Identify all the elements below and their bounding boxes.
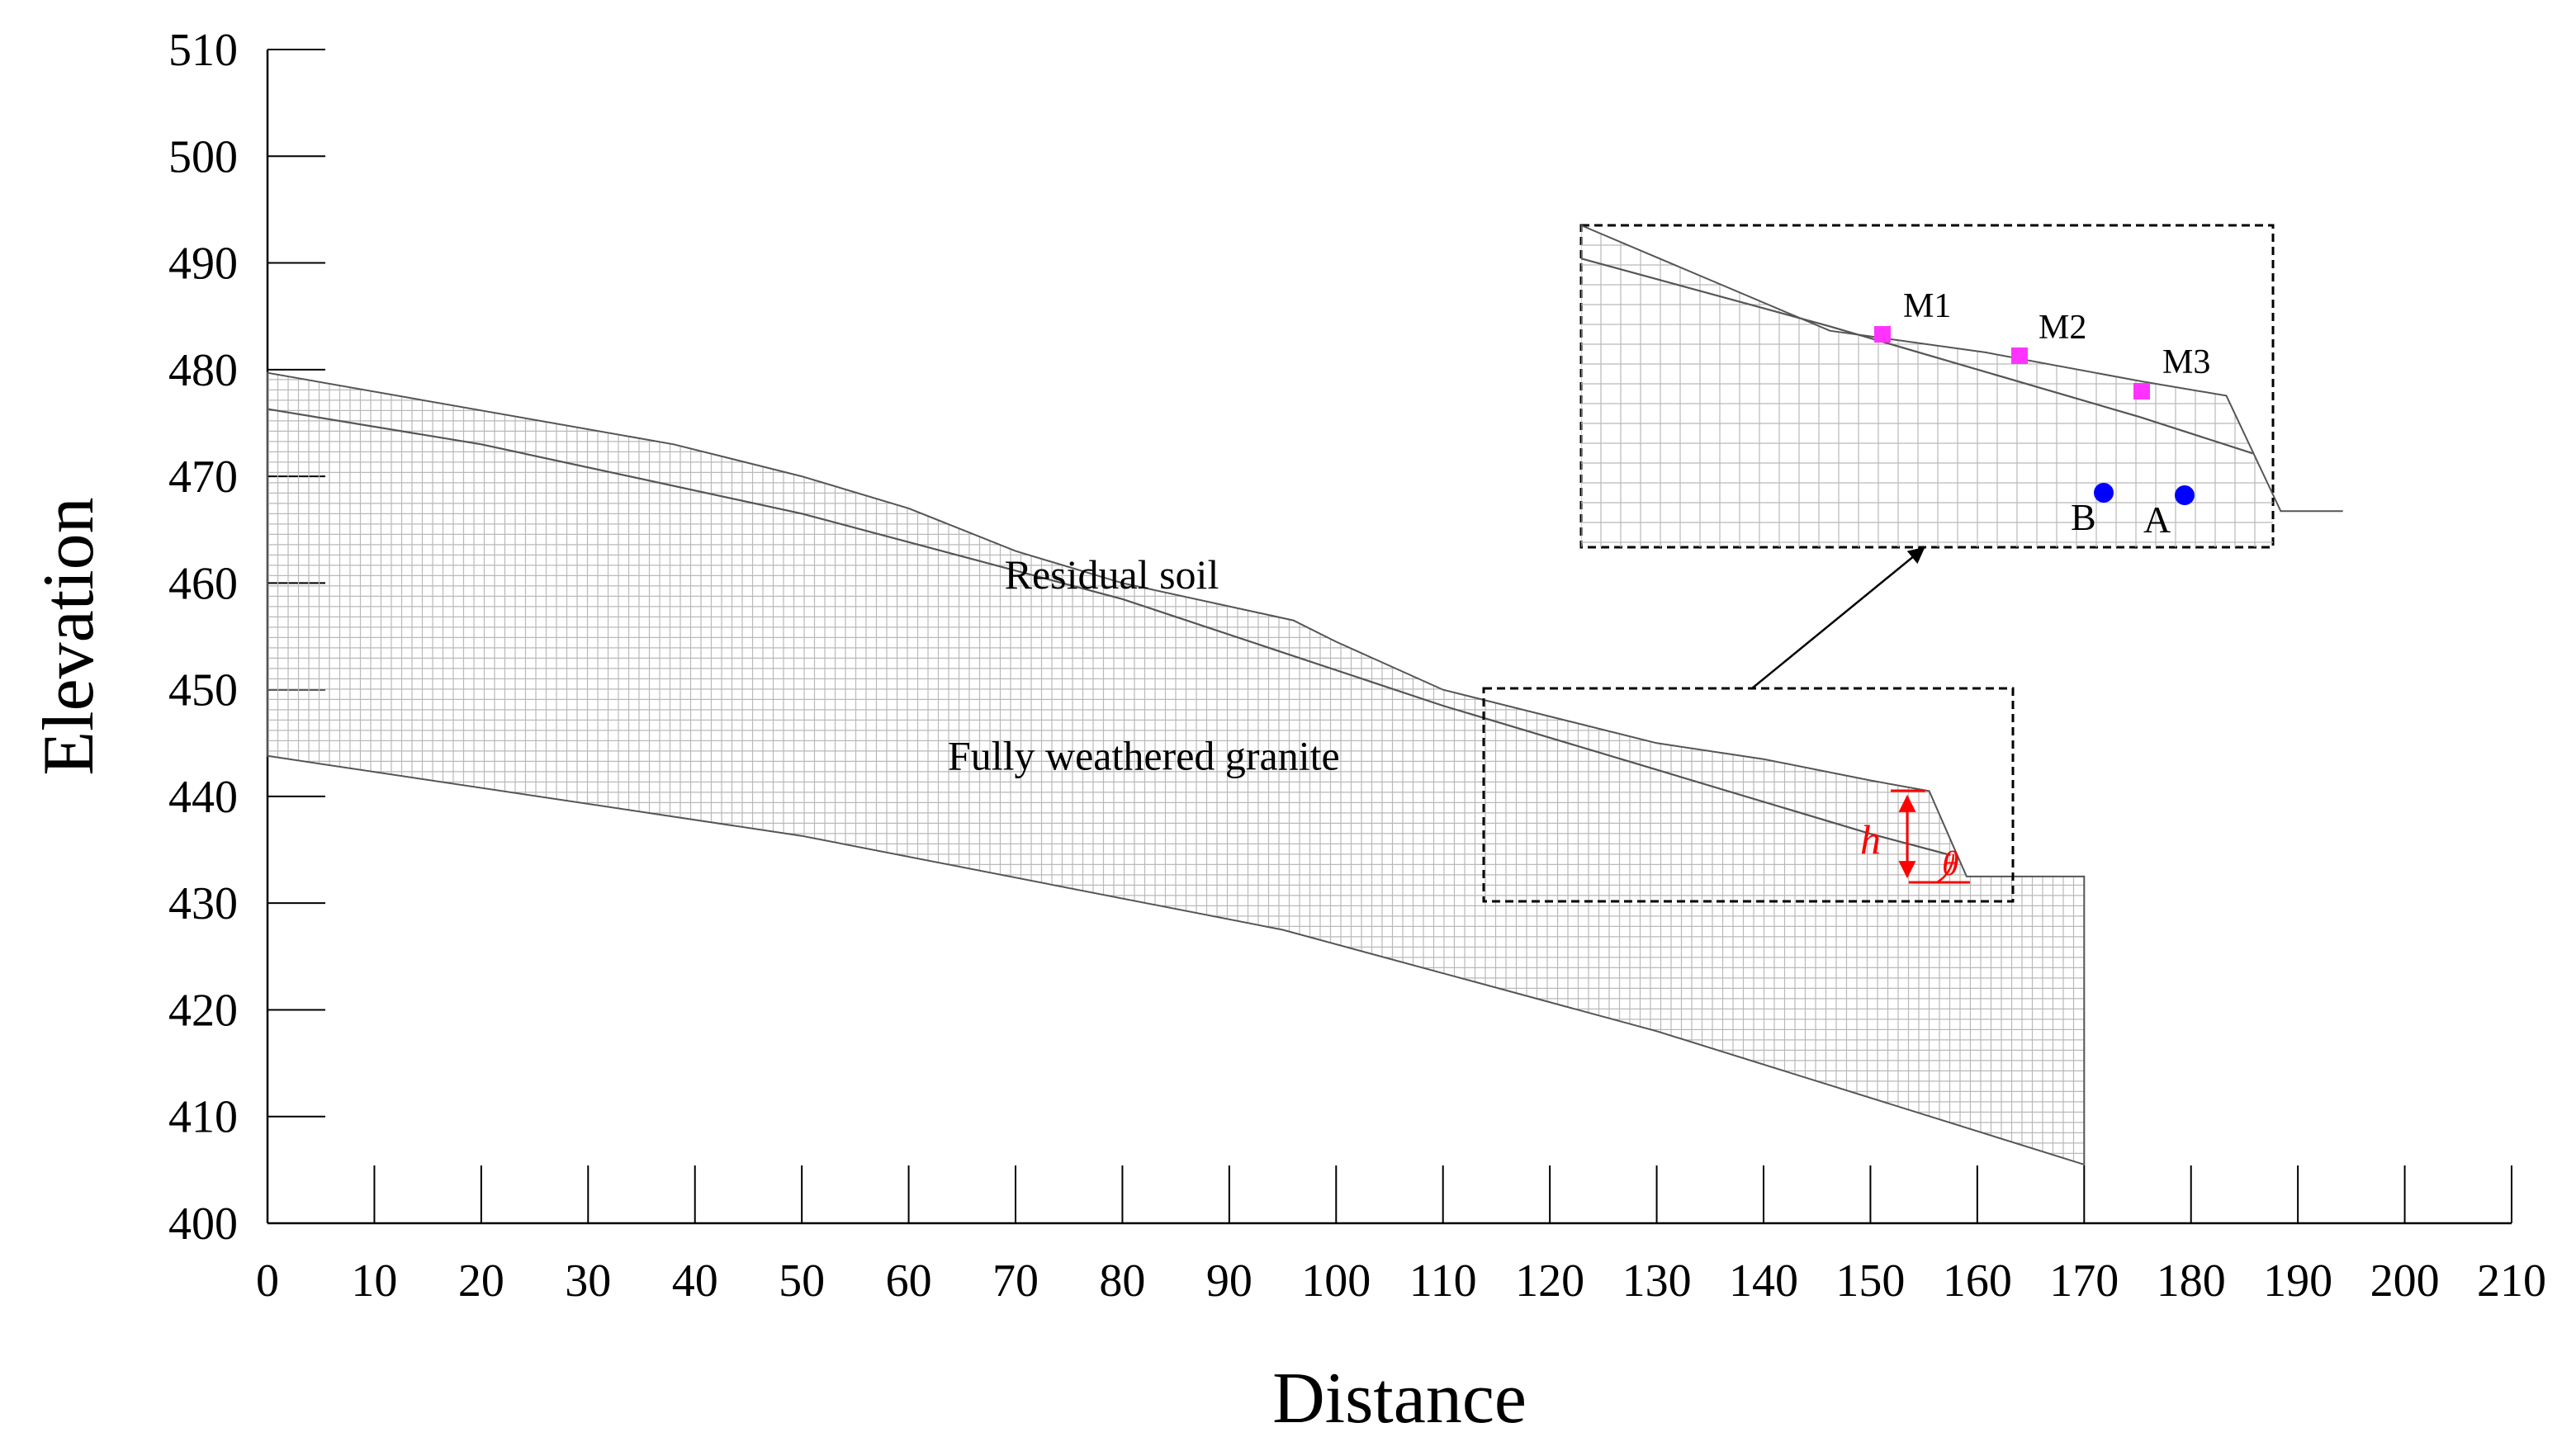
x-tick-label: 150 [1835, 1255, 1905, 1307]
y-tick-label: 490 [168, 239, 238, 290]
x-tick-label: 100 [1301, 1255, 1371, 1307]
y-tick-label: 420 [168, 985, 238, 1036]
domain-boundary [267, 371, 2086, 1166]
m3-label: M3 [2162, 343, 2210, 381]
x-tick-label: 210 [2477, 1255, 2546, 1307]
zoom-arrow [1751, 546, 1925, 689]
y-tick-label: 510 [168, 25, 238, 76]
y-tick-label: 450 [168, 665, 238, 716]
m1-label: M1 [1903, 287, 1951, 325]
x-tick-label: 160 [1943, 1255, 2012, 1307]
inset-frame [1579, 224, 2275, 549]
layer-interface [267, 408, 1951, 857]
theta-arc [1936, 853, 1955, 884]
x-tick-label: 20 [458, 1255, 504, 1307]
point-b-label: B [2071, 496, 2096, 538]
x-tick-label: 10 [351, 1255, 397, 1307]
y-tick-label: 410 [168, 1092, 238, 1143]
x-tick-label: 110 [1409, 1255, 1477, 1307]
main-boundaries [267, 371, 2086, 1166]
inset-surface [1580, 225, 2343, 513]
x-tick-label: 70 [992, 1255, 1039, 1307]
x-tick-label: 80 [1099, 1255, 1145, 1307]
x-tick-label: 170 [2049, 1255, 2119, 1307]
theta-label: θ [1942, 845, 1959, 883]
y-tick-label: 500 [168, 131, 238, 182]
point-a-marker [2175, 485, 2195, 505]
x-tick-label: 90 [1206, 1255, 1252, 1307]
zoom-inset: M1 M2 M3 B A [1579, 224, 2343, 549]
x-tick-label: 200 [2370, 1255, 2440, 1307]
y-tick-label: 460 [168, 558, 238, 609]
monitor-point-m3 [2133, 383, 2150, 399]
x-tick-label: 180 [2157, 1255, 2226, 1307]
x-tick-label: 50 [779, 1255, 825, 1307]
x-axis-title: Distance [1272, 1359, 1527, 1439]
weathered-granite-label: Fully weathered granite [948, 733, 1340, 779]
residual-soil-label: Residual soil [1005, 551, 1219, 598]
point-b-marker [2094, 483, 2114, 503]
h-label: h [1860, 816, 1881, 863]
height-angle-annotation: h θ [1860, 789, 1970, 884]
monitor-point-m2 [2011, 347, 2028, 364]
x-tick-label: 130 [1622, 1255, 1692, 1307]
monitor-point-m1 [1874, 326, 1891, 343]
x-tick-label: 40 [672, 1255, 718, 1307]
inset-layer-interface [1580, 258, 2253, 455]
x-tick-label: 30 [565, 1255, 611, 1307]
y-tick-label: 440 [168, 772, 238, 823]
zoom-region-box [1482, 687, 2015, 903]
y-tick-label: 470 [168, 451, 238, 503]
y-tick-label: 400 [168, 1198, 238, 1250]
inset-boundaries [1580, 225, 2343, 513]
x-tick-label: 140 [1729, 1255, 1798, 1307]
m2-label: M2 [2039, 309, 2086, 347]
x-axis-ticks: 0 10 20 30 40 50 60 70 80 90 100 110 120 130 140 150 160… [256, 1165, 2546, 1307]
y-axis-title: Elevation [29, 497, 109, 775]
y-tick-label: 430 [168, 878, 238, 929]
y-tick-label: 480 [168, 345, 238, 396]
x-tick-label: 60 [886, 1255, 932, 1307]
x-tick-label: 190 [2263, 1255, 2332, 1307]
point-a-label: A [2143, 499, 2171, 541]
x-tick-label: 0 [256, 1255, 279, 1307]
y-axis-ticks: 400 410 420 430 440 450 460 470 480 490 500 510 [168, 25, 325, 1250]
x-tick-label: 120 [1515, 1255, 1584, 1307]
